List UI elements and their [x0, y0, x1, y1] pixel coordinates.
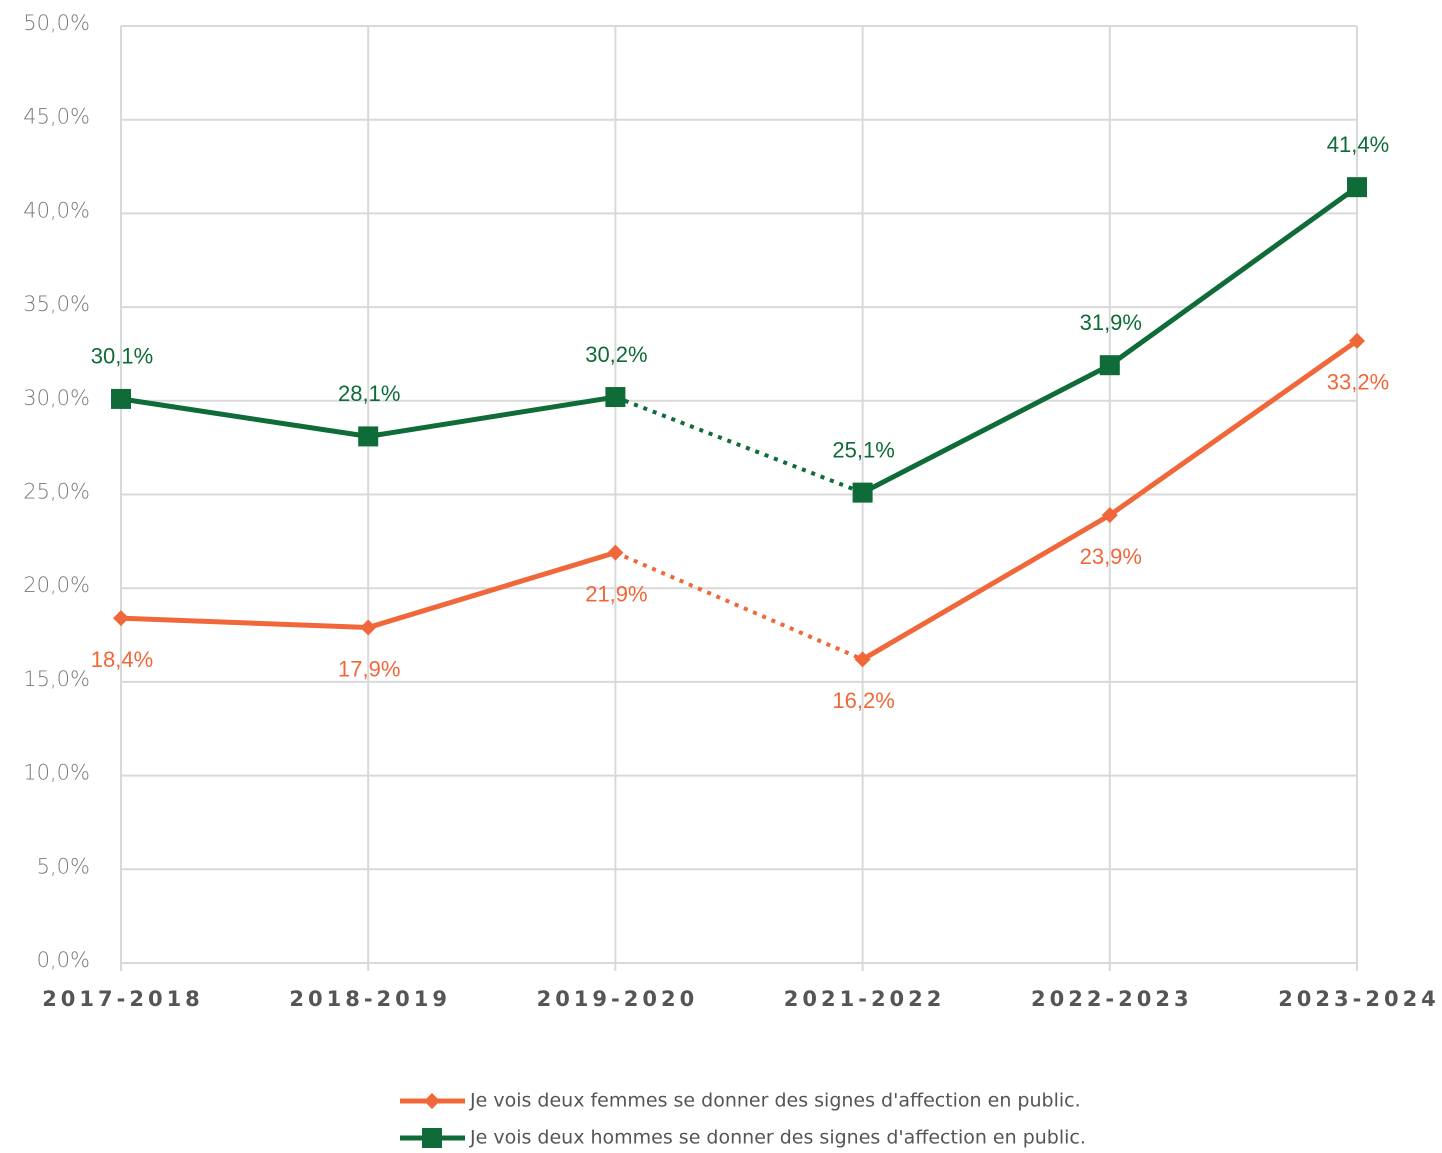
y-tick-label: 35,0%	[23, 292, 90, 316]
point	[854, 651, 871, 668]
legend-marker	[422, 1128, 442, 1148]
point	[1101, 507, 1118, 524]
legend-marker	[424, 1093, 440, 1109]
value-label: 41,4%	[1327, 132, 1389, 157]
value-label: 33,2%	[1327, 370, 1389, 395]
point	[113, 610, 129, 627]
x-tick-label: 2019-2020	[537, 987, 699, 1011]
value-label: 17,9%	[338, 656, 400, 681]
line-segment	[861, 362, 1111, 495]
line-segment	[1108, 338, 1359, 518]
value-label: 31,9%	[1080, 310, 1142, 335]
line-segment	[614, 395, 864, 495]
y-tick-label: 5,0%	[37, 854, 90, 878]
x-tick-label: 2021-2022	[784, 987, 946, 1011]
value-label: 21,9%	[585, 581, 647, 606]
value-label: 25,1%	[832, 437, 894, 462]
line-segment	[120, 615, 369, 631]
y-tick-label: 40,0%	[23, 198, 90, 222]
y-tick-label: 45,0%	[23, 105, 90, 129]
value-label: 28,1%	[338, 381, 400, 406]
line-segment	[367, 550, 617, 630]
point	[1349, 332, 1365, 349]
y-tick-label: 20,0%	[23, 573, 90, 597]
point	[1347, 177, 1367, 198]
legend-label: Je vois deux femmes se donner des signes…	[469, 1090, 1081, 1112]
line-segment	[120, 396, 369, 439]
y-tick-label: 15,0%	[23, 667, 90, 691]
y-tick-label: 50,0%	[23, 11, 90, 35]
y-tick-label: 25,0%	[23, 480, 90, 504]
line-segment	[614, 550, 864, 662]
x-tick-label: 2018-2019	[289, 987, 451, 1011]
point	[1099, 355, 1120, 376]
value-label: 23,9%	[1080, 544, 1142, 569]
point	[852, 482, 873, 503]
x-tick-label: 2022-2023	[1031, 987, 1193, 1011]
value-label: 16,2%	[832, 688, 894, 713]
value-label: 30,2%	[585, 342, 647, 367]
value-label: 30,1%	[91, 344, 153, 369]
line-segment	[367, 394, 616, 439]
line-segment	[1108, 185, 1359, 368]
point	[358, 426, 379, 447]
legend-label: Je vois deux hommes se donner des signes…	[469, 1127, 1086, 1149]
value-label: 18,4%	[91, 647, 153, 672]
y-tick-label: 30,0%	[23, 386, 90, 410]
point	[605, 387, 626, 408]
point	[360, 619, 377, 636]
point	[607, 544, 624, 561]
y-tick-label: 0,0%	[37, 948, 90, 972]
y-tick-label: 10,0%	[23, 761, 90, 785]
x-tick-label: 2017-2018	[42, 987, 204, 1011]
line-segment	[861, 512, 1112, 662]
point	[111, 388, 131, 409]
x-tick-label: 2023-2024	[1278, 987, 1440, 1011]
